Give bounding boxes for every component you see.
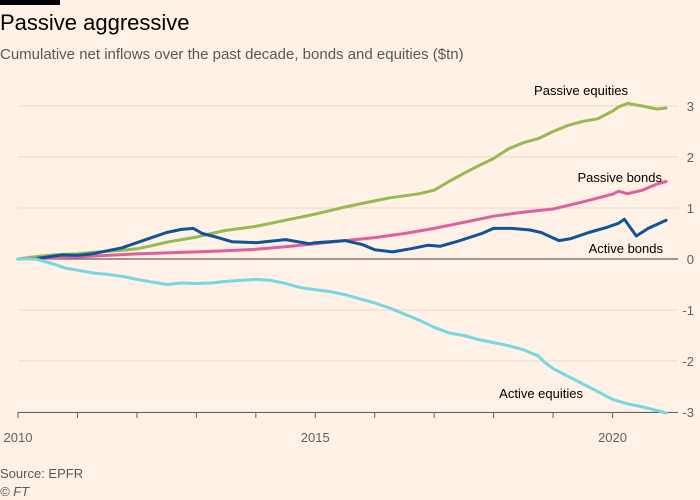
y-tick-label: -2 [682,354,694,369]
x-tick-label: 2020 [598,430,627,445]
series-label-active-equities: Active equities [499,386,583,401]
y-tick-label: 0 [687,252,694,267]
x-tick-label: 2015 [301,430,330,445]
credit-note: © FT [0,484,30,499]
source-note: Source: EPFR [0,466,84,481]
chart-title: Passive aggressive [0,10,190,35]
y-tick-label: 3 [687,99,694,114]
series-labels: Passive equities Passive bonds Active bond… [499,83,663,401]
series-line-passive-equities [16,101,668,261]
y-tick-label: -1 [682,303,694,318]
series-line-active-equities [16,257,668,415]
x-tick-label: 2010 [4,430,33,445]
chart-subtitle: Cumulative net inflows over the past dec… [0,46,464,63]
series-line-active-bonds [16,217,668,261]
top-rule [0,0,60,5]
x-axis: 2010 2015 2020 [4,412,678,445]
series-label-passive-bonds: Passive bonds [577,170,662,185]
series-label-passive-equities: Passive equities [534,83,628,98]
y-tick-label: 2 [687,150,694,165]
y-axis-tick-labels: 3 2 1 0 -1 -2 -3 [682,99,694,420]
line-chart: 3 2 1 0 -1 -2 -3 2010 2015 2020 Passive equities… [4,83,694,445]
series-label-active-bonds: Active bonds [589,241,664,256]
series-lines [16,101,668,415]
y-tick-label: 1 [687,201,694,216]
series-line-passive-bonds [16,180,668,261]
y-tick-label: -3 [682,405,694,420]
gridlines [18,105,678,413]
